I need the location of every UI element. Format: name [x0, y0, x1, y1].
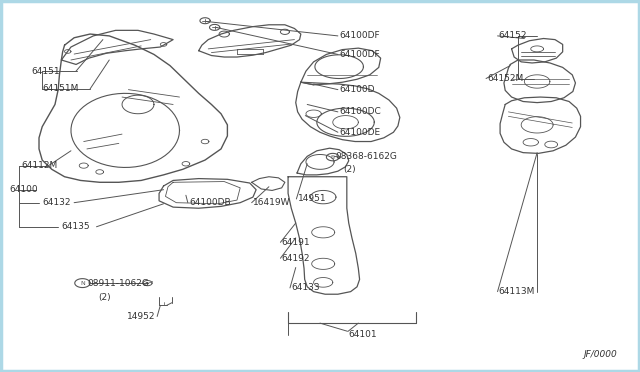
Text: 64132: 64132 — [42, 198, 70, 207]
Text: 64100: 64100 — [9, 185, 38, 194]
Text: 64133: 64133 — [291, 283, 320, 292]
Text: 64100DB: 64100DB — [189, 198, 230, 207]
Text: 64152M: 64152M — [487, 74, 524, 83]
Text: 64112M: 64112M — [21, 161, 58, 170]
Text: 64100D: 64100D — [339, 85, 374, 94]
Text: (2): (2) — [99, 293, 111, 302]
Text: 64152: 64152 — [499, 31, 527, 41]
Text: 64113M: 64113M — [499, 287, 535, 296]
Text: 64100DF: 64100DF — [339, 50, 380, 59]
Text: 08368-6162G: 08368-6162G — [335, 152, 397, 161]
Text: 64101: 64101 — [349, 330, 378, 340]
Text: 08911-1062G: 08911-1062G — [87, 279, 148, 288]
Text: 14951: 14951 — [298, 195, 326, 203]
Text: 64151: 64151 — [31, 67, 60, 76]
Text: 64191: 64191 — [282, 238, 310, 247]
Text: 64151M: 64151M — [42, 84, 79, 93]
Text: 64135: 64135 — [61, 222, 90, 231]
Text: JF/0000: JF/0000 — [583, 350, 617, 359]
Text: 64100DC: 64100DC — [339, 108, 381, 116]
Text: 16419W: 16419W — [253, 198, 291, 207]
Text: N: N — [80, 280, 85, 286]
Text: 64100DF: 64100DF — [339, 31, 380, 41]
Text: 64192: 64192 — [282, 254, 310, 263]
Text: (2): (2) — [344, 165, 356, 174]
Text: S: S — [331, 155, 335, 160]
Text: 14952: 14952 — [127, 312, 156, 321]
Text: 64100DE: 64100DE — [339, 128, 380, 137]
